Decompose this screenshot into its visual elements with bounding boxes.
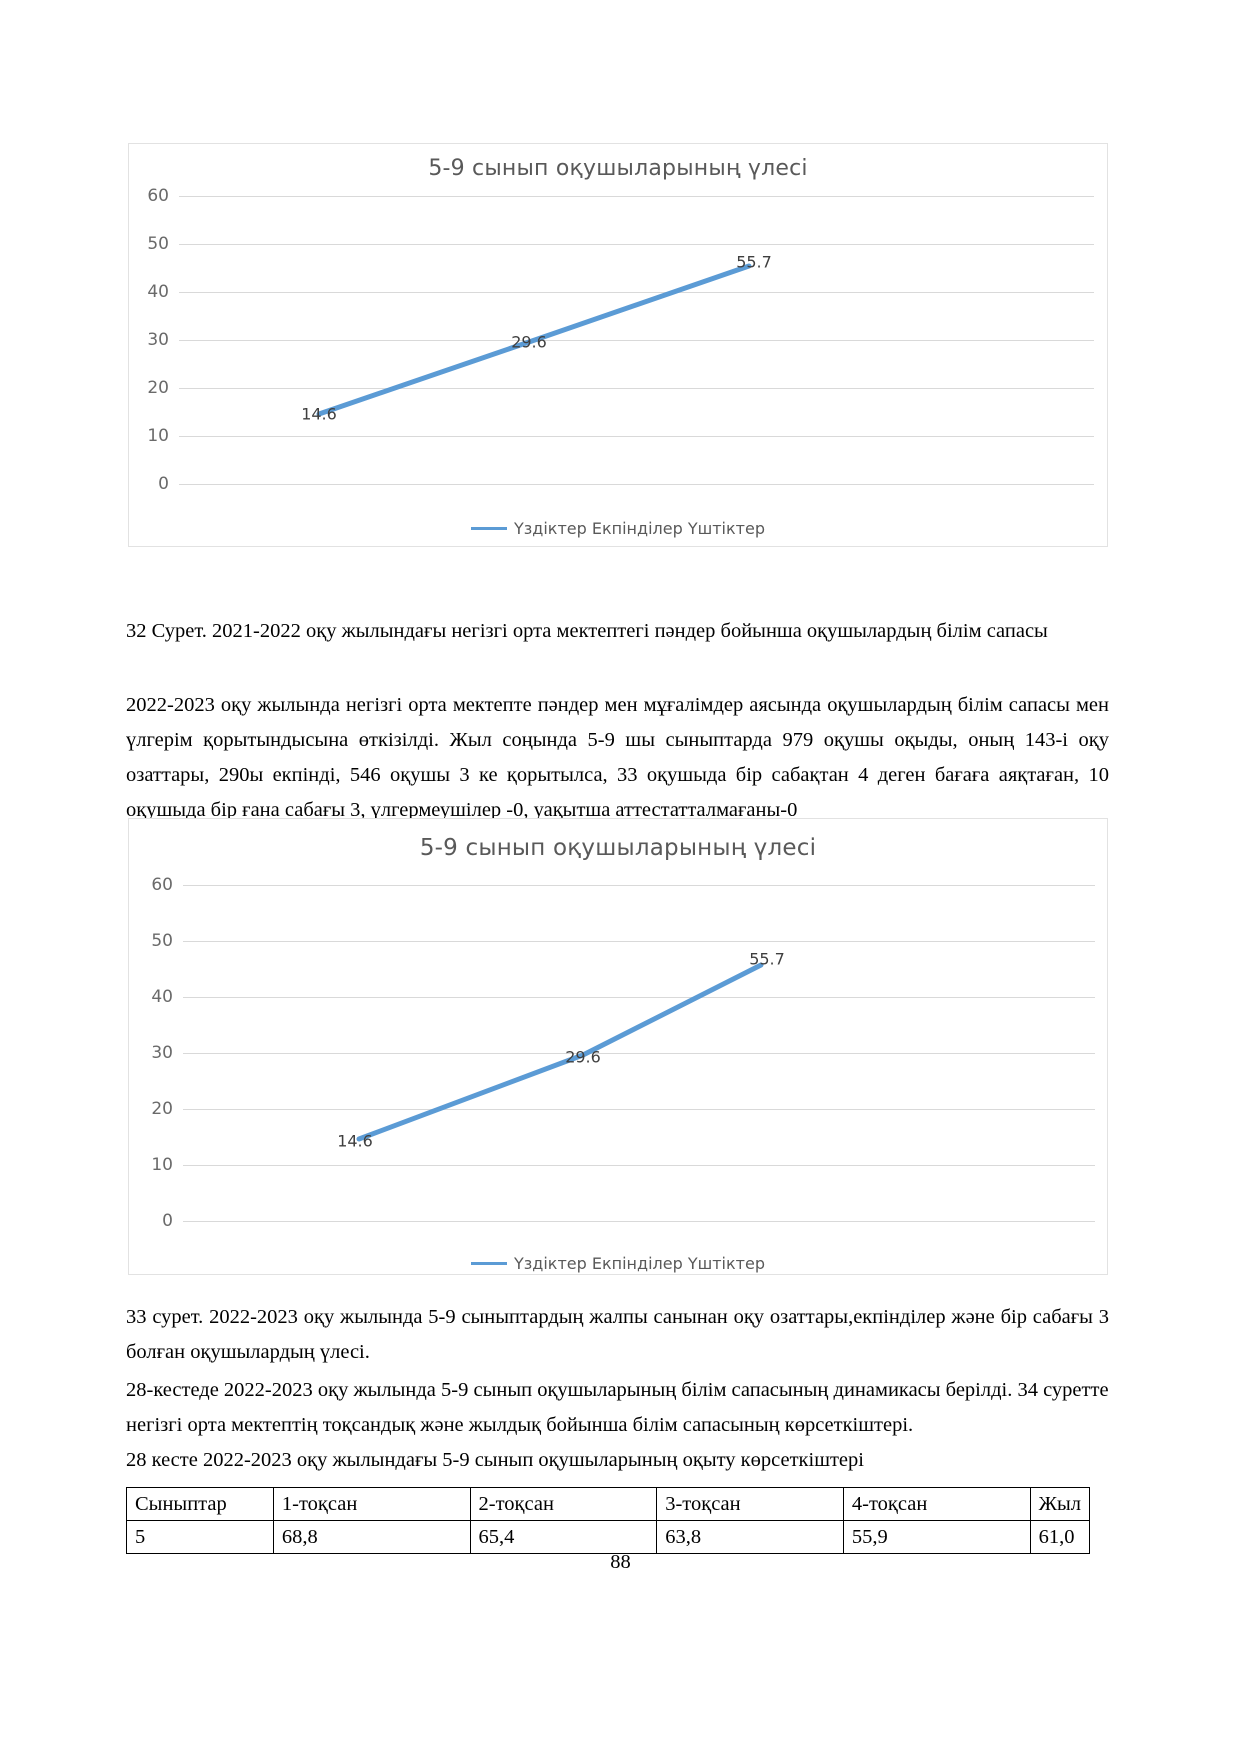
y-axis-tick-10: 10 (147, 426, 169, 446)
y-axis-tick-0: 0 (162, 1211, 173, 1231)
table-header-cell: Жыл (1029, 1487, 1091, 1521)
gridline-40 (183, 997, 1095, 998)
chart-figure-32: 5-9 сынып оқушыларының үлесі 60 50 40 30… (128, 143, 1108, 547)
line-series (316, 263, 752, 417)
table-cell: 5 (126, 1520, 274, 1554)
gridline-0 (183, 1221, 1095, 1222)
gridline-30 (183, 1053, 1095, 1054)
y-axis-tick-60: 60 (151, 875, 173, 895)
gridline-20 (179, 388, 1094, 389)
table-cell: 68,8 (272, 1520, 471, 1554)
gridline-30 (179, 340, 1094, 341)
legend-label: Үздіктер Екпінділер Үштіктер (514, 519, 765, 538)
table-header-row: Сыныптар 1-тоқсан 2-тоқсан 3-тоқсан 4-то… (126, 1487, 1091, 1521)
y-axis-tick-50: 50 (151, 931, 173, 951)
y-axis-tick-50: 50 (147, 234, 169, 254)
data-label-2: 29.6 (565, 1047, 601, 1067)
legend-line-swatch (471, 527, 507, 530)
gridline-60 (183, 885, 1095, 886)
figure-33-caption: 33 сурет. 2022-2023 оқу жылында 5-9 сыны… (126, 1306, 1109, 1363)
page-number: 88 (610, 1551, 631, 1573)
chart-legend: Үздіктер Екпінділер Үштіктер (129, 519, 1107, 538)
table-cell: 61,0 (1029, 1520, 1091, 1554)
data-label-1: 14.6 (337, 1131, 373, 1151)
table-cell: 55,9 (842, 1520, 1031, 1554)
gridline-60 (179, 196, 1094, 197)
body-paragraph-1: 2022-2023 оқу жылында негізгі орта мекте… (126, 694, 1109, 821)
chart-figure-33: 5-9 сынып оқушыларының үлесі 60 50 40 30… (128, 818, 1108, 1275)
gridline-10 (183, 1165, 1095, 1166)
data-label-3: 55.7 (736, 252, 772, 272)
plot-area: 14.6 29.6 55.7 (179, 196, 1094, 485)
table-header-cell: 2-тоқсан (469, 1487, 658, 1521)
y-axis-tick-10: 10 (151, 1155, 173, 1175)
gridline-10 (179, 436, 1094, 437)
table-cell: 63,8 (656, 1520, 844, 1554)
table-row: 5 68,8 65,4 63,8 55,9 61,0 (126, 1520, 1091, 1554)
gridline-40 (179, 292, 1094, 293)
gridline-50 (179, 244, 1094, 245)
plot-area: 14.6 29.6 55.7 (183, 885, 1095, 1222)
table-header-cell: 1-тоқсан (272, 1487, 471, 1521)
y-axis-tick-40: 40 (147, 282, 169, 302)
line-series (356, 962, 764, 1142)
y-axis-tick-30: 30 (147, 330, 169, 350)
y-axis-tick-0: 0 (158, 474, 169, 494)
chart-title: 5-9 сынып оқушыларының үлесі (428, 156, 808, 181)
y-axis-tick-20: 20 (151, 1099, 173, 1119)
legend-label: Үздіктер Екпінділер Үштіктер (514, 1254, 765, 1273)
table-header-cell: 4-тоқсан (842, 1487, 1031, 1521)
data-label-1: 14.6 (301, 404, 337, 424)
chart-legend: Үздіктер Екпінділер Үштіктер (129, 1254, 1107, 1273)
table-header-cell: 3-тоқсан (656, 1487, 844, 1521)
chart-title: 5-9 сынып оқушыларының үлесі (419, 835, 817, 861)
figure-32-caption: 32 Сурет. 2021-2022 оқу жылындағы негізг… (126, 620, 1048, 642)
legend-line-swatch (471, 1262, 507, 1265)
y-axis-tick-60: 60 (147, 186, 169, 206)
indicators-table: Сыныптар 1-тоқсан 2-тоқсан 3-тоқсан 4-то… (126, 1487, 1091, 1554)
data-label-3: 55.7 (749, 949, 785, 969)
y-axis-tick-20: 20 (147, 378, 169, 398)
table-cell: 65,4 (469, 1520, 658, 1554)
table-caption: 28 кесте 2022-2023 оқу жылындағы 5-9 сын… (126, 1449, 864, 1471)
gridline-20 (183, 1109, 1095, 1110)
table-header-cell: Сыныптар (126, 1487, 274, 1521)
y-axis-tick-30: 30 (151, 1043, 173, 1063)
gridline-50 (183, 941, 1095, 942)
y-axis-tick-40: 40 (151, 987, 173, 1007)
body-paragraph-2: 28-кестеде 2022-2023 оқу жылында 5-9 сын… (126, 1379, 1109, 1436)
gridline-0 (179, 484, 1094, 485)
data-label-2: 29.6 (511, 332, 547, 352)
